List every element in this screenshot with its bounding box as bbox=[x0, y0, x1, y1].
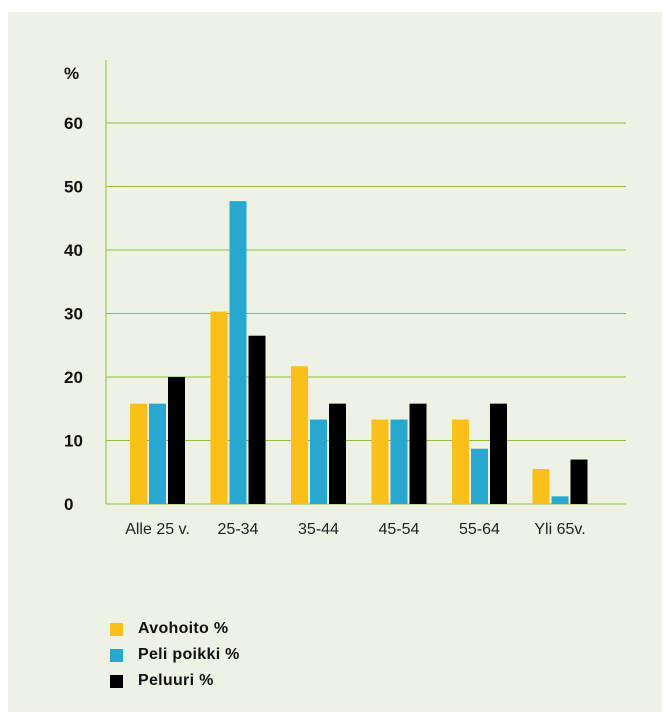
legend: Avohoito % Peli poikki % Peluuri % bbox=[110, 616, 240, 694]
bar-avohoito bbox=[130, 403, 147, 504]
legend-swatch-peli-poikki bbox=[110, 648, 123, 662]
y-axis-unit-label: % bbox=[64, 64, 79, 83]
bar-peli-poikki bbox=[310, 419, 327, 504]
bars bbox=[130, 201, 588, 505]
bar-peli-poikki bbox=[149, 403, 166, 504]
bar-avohoito bbox=[210, 311, 228, 504]
x-category-label: 35-44 bbox=[298, 521, 339, 538]
y-axis-ticks: 0 10 20 30 40 50 60 bbox=[64, 114, 83, 514]
bar-avohoito bbox=[532, 469, 550, 504]
y-tick-label: 40 bbox=[64, 241, 83, 260]
legend-label-avohoito: Avohoito % bbox=[138, 620, 229, 637]
bar-peli-poikki bbox=[229, 201, 247, 505]
legend-swatch-avohoito bbox=[110, 622, 123, 636]
x-axis-categories: Alle 25 v. 25-34 35-44 45-54 55-64 Yli 65v. bbox=[125, 521, 585, 538]
bar-avohoito bbox=[291, 366, 308, 504]
y-tick-label: 0 bbox=[64, 495, 73, 514]
x-category-label: 25-34 bbox=[218, 521, 259, 538]
bar-peli-poikki bbox=[551, 496, 569, 504]
chart-panel bbox=[8, 12, 662, 712]
legend-label-peluuri: Peluuri % bbox=[138, 672, 214, 689]
legend-swatch-peluuri bbox=[110, 674, 123, 688]
bar-avohoito bbox=[371, 419, 389, 504]
y-tick-label: 10 bbox=[64, 432, 83, 451]
bar-peluuri bbox=[409, 403, 427, 504]
legend-item-peluuri: Peluuri % bbox=[110, 668, 240, 694]
x-category-label: Yli 65v. bbox=[534, 521, 585, 538]
x-category-label: 55-64 bbox=[459, 521, 500, 538]
legend-item-peli-poikki: Peli poikki % bbox=[110, 642, 240, 668]
x-category-label: 45-54 bbox=[379, 521, 420, 538]
y-tick-label: 50 bbox=[64, 178, 83, 197]
bar-peluuri bbox=[248, 335, 266, 504]
x-category-label: Alle 25 v. bbox=[125, 521, 190, 538]
y-tick-label: 20 bbox=[64, 368, 83, 387]
bar-peluuri bbox=[490, 403, 507, 504]
legend-label-peli-poikki: Peli poikki % bbox=[138, 646, 240, 663]
bar-peluuri bbox=[329, 403, 346, 504]
bar-peli-poikki bbox=[390, 419, 408, 504]
bar-avohoito bbox=[452, 419, 469, 504]
y-tick-label: 60 bbox=[64, 114, 83, 133]
legend-item-avohoito: Avohoito % bbox=[110, 616, 240, 642]
bar-peluuri bbox=[168, 377, 185, 504]
y-tick-label: 30 bbox=[64, 305, 83, 324]
bar-peluuri bbox=[570, 459, 588, 504]
gridlines bbox=[106, 122, 626, 505]
bar-peli-poikki bbox=[471, 448, 488, 504]
